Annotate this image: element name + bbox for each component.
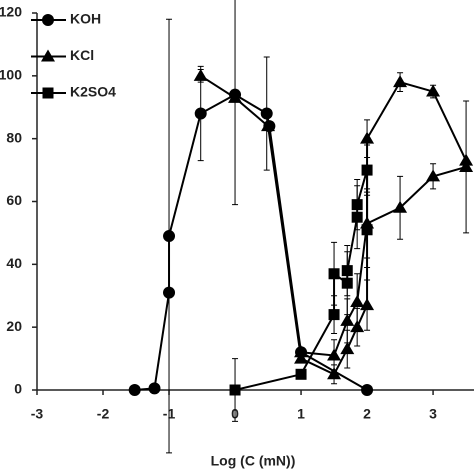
marker [341,265,353,277]
y-tick-label: 40 [6,255,22,271]
marker [294,345,309,358]
x-tick-label: 2 [363,406,371,422]
marker [148,382,161,395]
legend-label: KOH [70,11,101,27]
y-tick-label: 0 [14,381,22,397]
x-axis-label: Log (C (mN)) [211,453,296,469]
marker [393,75,408,88]
marker [340,342,355,355]
marker [294,351,309,364]
marker [426,84,441,97]
marker [340,313,355,326]
marker [360,131,375,144]
marker [426,169,441,182]
series-line [134,93,368,391]
marker [459,159,474,172]
marker [393,200,408,213]
y-tick-label: 100 [0,67,22,83]
marker [295,368,307,380]
marker [228,90,243,103]
legend-marker [42,14,54,26]
marker [328,309,340,321]
marker [260,107,273,120]
series-line [200,74,467,376]
x-tick-label: -3 [31,406,44,422]
marker [128,384,141,396]
marker [350,295,365,308]
marker [229,384,241,396]
legend-label: KCl [70,47,94,63]
legend-marker [41,49,55,62]
x-tick-label: -2 [97,406,110,422]
x-tick-label: 3 [429,406,437,422]
marker [361,224,373,236]
y-tick-label: 120 [0,4,22,20]
marker [193,68,208,81]
legend-label: K2SO4 [70,84,116,100]
marker [327,348,342,361]
legend-marker [42,87,54,99]
y-tick-label: 60 [6,192,22,208]
marker [163,230,176,243]
x-tick-label: 1 [297,406,305,422]
marker [327,367,342,380]
y-tick-label: 20 [6,318,22,334]
y-tick-label: 80 [6,129,22,145]
marker [261,119,276,132]
marker [194,107,207,120]
marker [328,268,340,280]
marker [360,298,375,311]
marker [361,384,374,396]
marker [351,199,363,211]
marker [361,164,373,176]
